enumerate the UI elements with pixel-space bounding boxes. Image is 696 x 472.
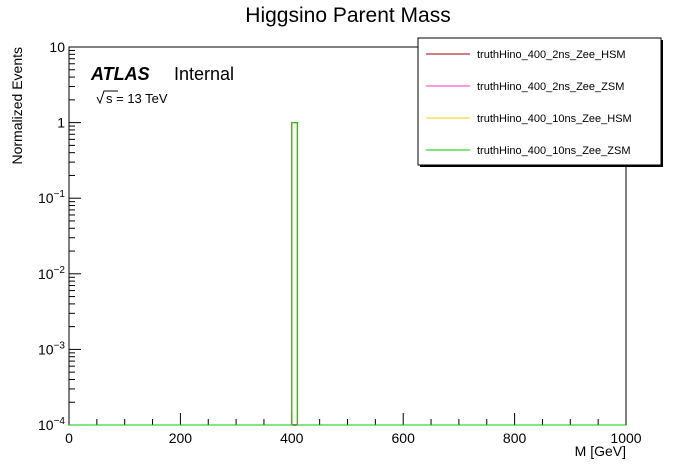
y-tick-label: 10−4 <box>38 416 65 433</box>
y-tick-label: 10−1 <box>38 189 65 206</box>
y-tick-label: 1 <box>57 115 65 131</box>
legend-entry: truthHino_400_2ns_Zee_ZSM <box>477 81 624 93</box>
y-tick-label: 10−2 <box>38 265 65 282</box>
legend-entry: truthHino_400_10ns_Zee_ZSM <box>477 145 630 157</box>
y-axis: 10 1 10−1 10−2 10−3 10−4 <box>38 39 81 433</box>
series-line-1 <box>69 122 626 426</box>
y-axis-label: Normalized Events <box>9 47 25 165</box>
x-tick-label: 400 <box>280 430 304 446</box>
x-tick-label: 600 <box>392 430 416 446</box>
series-layer <box>69 122 626 426</box>
sqrt-symbol <box>96 90 118 105</box>
legend-entry: truthHino_400_10ns_Zee_HSM <box>477 113 632 125</box>
atlas-status: Internal <box>174 64 234 84</box>
chart-title: Higgsino Parent Mass <box>245 4 450 27</box>
x-axis: 0 200 400 600 800 1000 <box>65 413 642 446</box>
x-tick-label: 200 <box>169 430 193 446</box>
y-tick-label: 10 <box>49 39 65 55</box>
series-line-2 <box>69 122 626 426</box>
legend-box <box>417 37 662 166</box>
y-tick-label: 10−3 <box>38 340 65 357</box>
x-tick-label: 800 <box>503 430 527 446</box>
energy-label: s = 13 TeV <box>106 91 168 106</box>
series-line-4 <box>69 122 626 426</box>
x-axis-label: M [GeV] <box>575 443 626 459</box>
series-line-3 <box>69 122 626 426</box>
legend: truthHino_400_2ns_Zee_HSM truthHino_400_2… <box>417 37 663 167</box>
x-tick-label: 0 <box>65 430 73 446</box>
legend-entry: truthHino_400_2ns_Zee_HSM <box>477 49 626 61</box>
x-tick-label: 1000 <box>610 430 641 446</box>
atlas-label: ATLAS <box>90 64 150 84</box>
energy-annotation: s = 13 TeV <box>96 90 168 106</box>
